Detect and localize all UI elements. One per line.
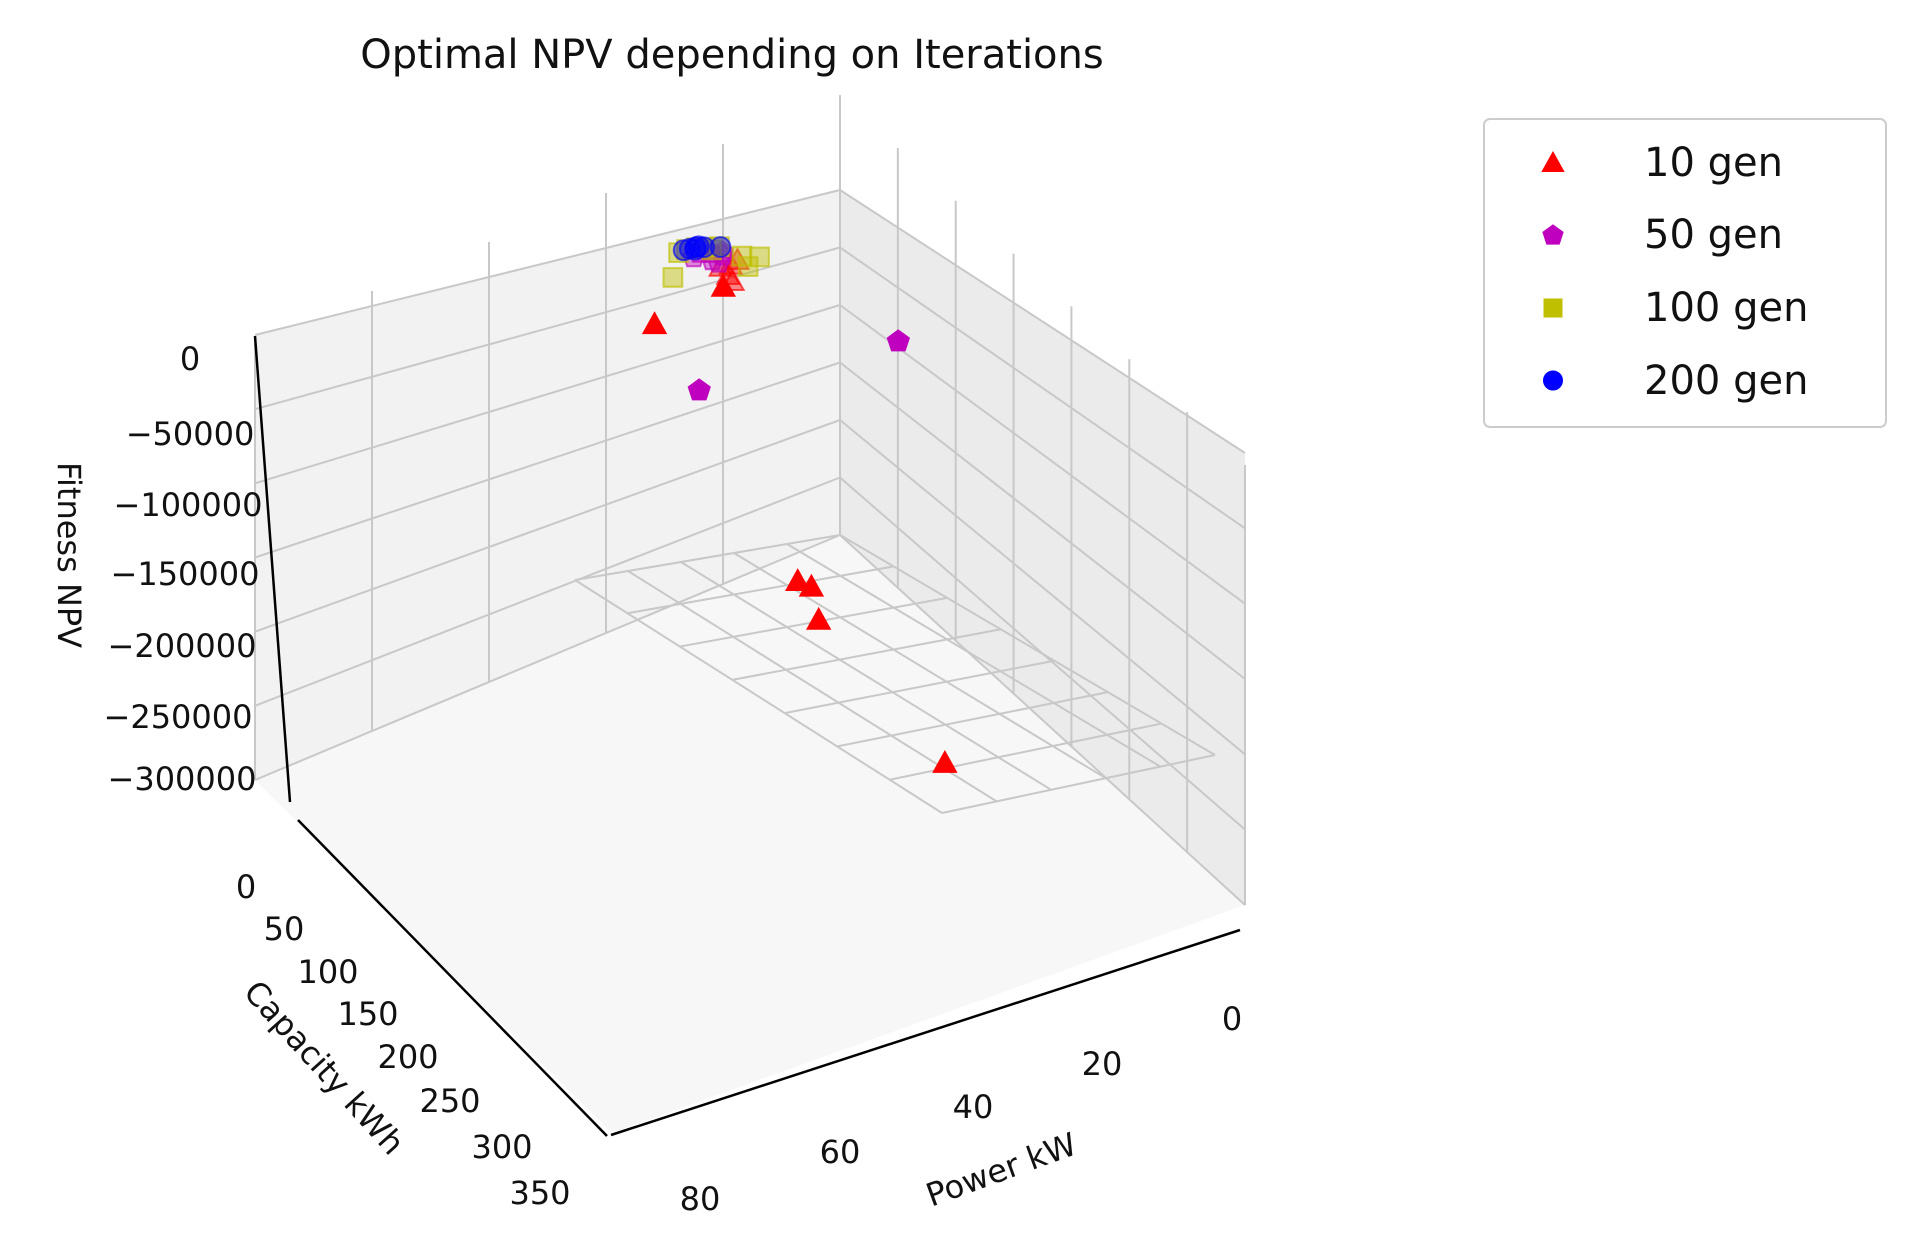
point-10-gen: [785, 568, 811, 591]
z-tick-label: −100000: [114, 486, 263, 524]
z-gridline: [254, 189, 841, 336]
floor-gridline: [574, 534, 841, 581]
tick-labels: 0 −50000 −100000 −150000 −200000 −250000 −3000…: [104, 340, 1243, 1218]
x-tick-label: 0: [1222, 1000, 1242, 1038]
floor-gridline: [627, 570, 998, 803]
z-gridline: [254, 361, 841, 559]
y-axis-line: [297, 819, 608, 1137]
floor-gridline: [786, 543, 1161, 768]
x-axis-label: Power kW: [921, 1125, 1082, 1214]
floor-gridline: [680, 561, 1052, 791]
z-tick-label: −150000: [111, 555, 260, 593]
z-gridline: [839, 419, 1246, 756]
z-gridline: [254, 534, 841, 781]
point-100-gen: [731, 245, 753, 267]
y-tick-label: 100: [297, 953, 358, 991]
legend-frame: [1483, 118, 1887, 428]
z-gridline: [254, 476, 841, 707]
z-gridline: [839, 189, 1246, 454]
y-tick-label: 200: [377, 1038, 438, 1076]
point-10-gen: [932, 749, 958, 773]
z-tick-label: −300000: [108, 760, 257, 798]
y-tick-label: 50: [264, 910, 305, 948]
floor-gridline: [732, 628, 1001, 681]
chart-title: Optimal NPV depending on Iterations: [360, 32, 1103, 78]
legend-marker-100-gen: [1543, 298, 1563, 318]
floor-gridline: [836, 691, 1109, 748]
legend: 10 gen 50 gen 100 gen 200 gen: [1483, 118, 1887, 428]
legend-label-200-gen: 200 gen: [1644, 358, 1808, 404]
point-100-gen: [662, 267, 684, 288]
legend-markers: [1541, 150, 1565, 391]
legend-label-10-gen: 10 gen: [1644, 140, 1783, 186]
point-50-gen: [886, 329, 910, 352]
y-tick-label: 350: [509, 1174, 570, 1212]
left-pane: [255, 190, 840, 780]
z-tick-label: −200000: [108, 627, 257, 665]
point-10-gen: [805, 606, 832, 630]
z-tick-label: 0: [180, 340, 200, 378]
point-200-gen: [672, 239, 695, 262]
legend-label-50-gen: 50 gen: [1644, 212, 1783, 258]
z-axis-label: Fitness NPV: [50, 462, 88, 648]
floor-gridline: [941, 754, 1216, 814]
z-gridline: [839, 304, 1246, 605]
point-50-gen: [687, 378, 711, 401]
z-gridline: [254, 419, 841, 633]
point-10-gen: [798, 573, 825, 597]
x-axis-line: [610, 928, 1241, 1137]
y-tick-label: 300: [471, 1128, 532, 1166]
x-tick-label: 40: [953, 1088, 994, 1126]
z-tick-label: −50000: [126, 415, 255, 453]
legend-marker-50-gen: [1542, 224, 1564, 245]
z-gridline: [839, 246, 1246, 530]
z-gridline: [254, 304, 841, 485]
z-gridline: [839, 361, 1246, 680]
z-tick-label: −250000: [104, 698, 253, 736]
point-200-gen: [709, 236, 732, 258]
x-tick-label: 80: [680, 1180, 721, 1218]
point-10-gen: [641, 311, 668, 335]
x-tick-label: 20: [1082, 1045, 1123, 1083]
legend-label-100-gen: 100 gen: [1644, 285, 1808, 331]
z-gridline: [839, 534, 1246, 906]
y-tick-label: 0: [236, 868, 256, 906]
y-tick-label: 150: [337, 995, 398, 1033]
floor-gridline: [784, 659, 1055, 715]
floor-pane: [255, 535, 1245, 1133]
floor-gridline: [627, 565, 894, 615]
gridlines: [254, 95, 1246, 906]
axis-lines: [253, 335, 1241, 1137]
y-tick-label: 250: [419, 1082, 480, 1120]
data-points: [641, 235, 958, 773]
legend-marker-10-gen: [1541, 150, 1565, 172]
legend-marker-200-gen: [1543, 370, 1563, 391]
point-10-gen: [719, 268, 746, 291]
z-axis-line: [253, 335, 292, 803]
floor-gridline: [574, 579, 943, 814]
point-200-gen: [684, 238, 707, 261]
x-tick-label: 60: [820, 1133, 861, 1171]
point-100-gen: [737, 256, 759, 277]
floor-gridline: [839, 534, 1216, 756]
